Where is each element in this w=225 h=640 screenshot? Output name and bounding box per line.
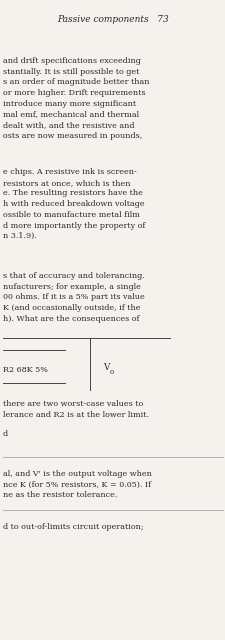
Text: o: o	[110, 368, 113, 376]
Text: d: d	[3, 430, 8, 438]
Text: e chips. A resistive ink is screen-
resistors at once, which is then
e. The resu: e chips. A resistive ink is screen- resi…	[3, 168, 145, 240]
Text: R2 68K 5%: R2 68K 5%	[3, 366, 48, 374]
Text: s that of accuracy and tolerancing.
nufacturers; for example, a single
00 ohms. : s that of accuracy and tolerancing. nufa…	[3, 272, 144, 323]
Text: and drift specifications exceeding
stantially. It is still possible to get
s an : and drift specifications exceeding stant…	[3, 57, 149, 140]
Text: al, and V' is the output voltage when
nce K (for 5% resistors, K = 0.05). If
ne : al, and V' is the output voltage when nc…	[3, 470, 151, 499]
Text: Passive components   73: Passive components 73	[57, 15, 168, 24]
Text: V: V	[103, 364, 109, 372]
Text: there are two worst-case values to
lerance and R2 is at the lower limit.: there are two worst-case values to leran…	[3, 400, 148, 419]
Text: d to out-of-limits circuit operation;: d to out-of-limits circuit operation;	[3, 523, 143, 531]
